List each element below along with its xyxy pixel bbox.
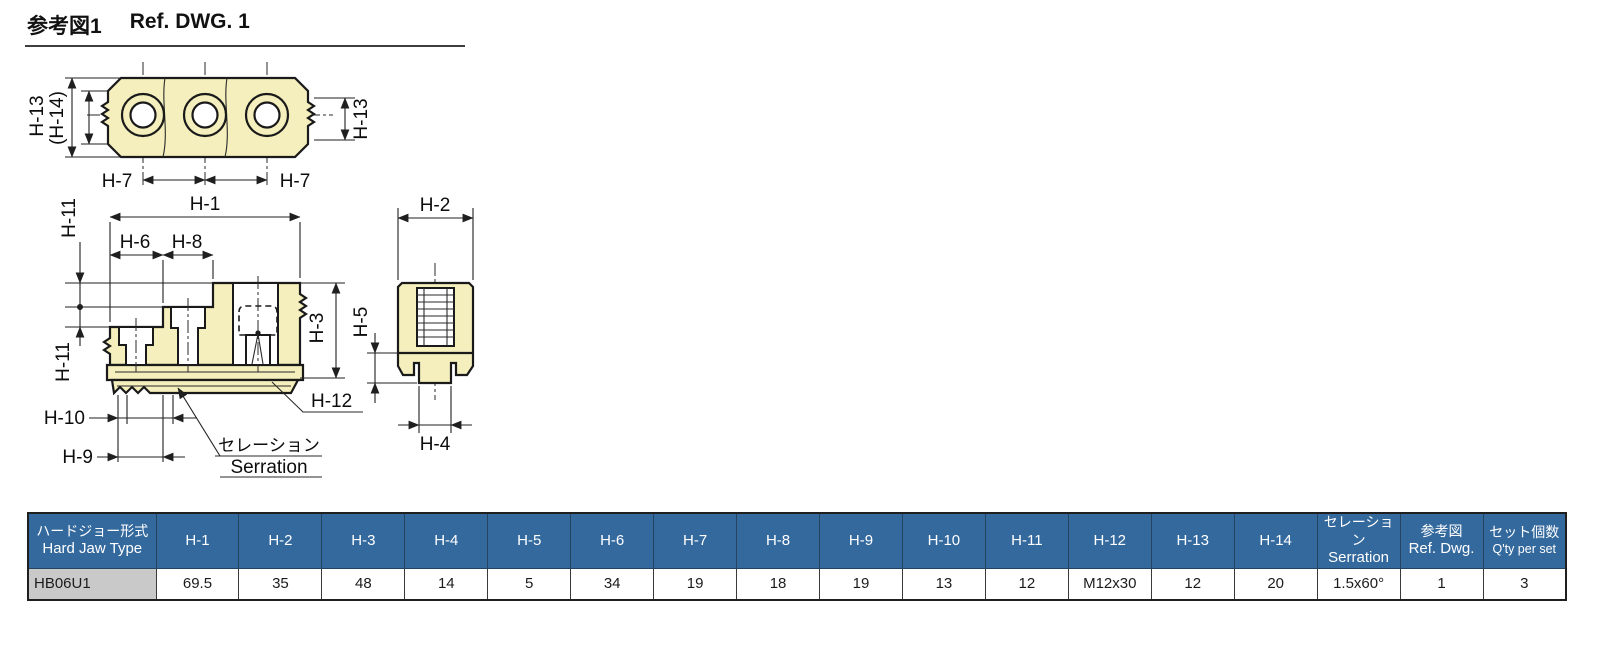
col-header-h10: H-10 bbox=[901, 512, 986, 569]
page-title-en: Ref. DWG. 1 bbox=[129, 10, 250, 33]
thread-hatch bbox=[416, 287, 455, 347]
cell-h8: 18 bbox=[736, 567, 820, 601]
dim-label-h2: H-2 bbox=[420, 195, 451, 216]
cell-h7: 19 bbox=[653, 567, 738, 601]
col-header-h3: H-3 bbox=[321, 512, 406, 569]
dim-label-h7-left: H-7 bbox=[102, 171, 133, 192]
dim-label-h7-right: H-7 bbox=[280, 171, 311, 192]
dim-label-h3: H-3 bbox=[307, 313, 328, 344]
col-header-h13: H-13 bbox=[1150, 512, 1235, 569]
dim-label-h14: (H-14) bbox=[47, 91, 68, 145]
col-header-h12: H-12 bbox=[1067, 512, 1152, 569]
top-view: H-13 (H-14) H-13 H-7 H-7 bbox=[27, 62, 372, 192]
title-underline bbox=[25, 45, 465, 47]
dim-label-h9: H-9 bbox=[62, 447, 93, 468]
cell-serration: 1.5x60° bbox=[1316, 567, 1401, 601]
cell-h1: 69.5 bbox=[155, 567, 240, 601]
cell-refdwg: 1 bbox=[1399, 567, 1484, 601]
col-header-h6: H-6 bbox=[570, 512, 655, 569]
col-header-h11: H-11 bbox=[984, 512, 1069, 569]
col-header-qty-en: Q'ty per set bbox=[1492, 541, 1557, 556]
cell-h14: 20 bbox=[1233, 567, 1318, 601]
cell-h13: 12 bbox=[1150, 567, 1235, 601]
dim-label-h13-left: H-13 bbox=[27, 95, 48, 136]
col-header-qty: セット個数 Q'ty per set bbox=[1482, 512, 1567, 569]
serration-label-en: Serration bbox=[230, 457, 307, 478]
cell-h2: 35 bbox=[238, 567, 323, 601]
serration-label-jp: セレーション bbox=[218, 436, 320, 455]
col-header-refdwg-en: Ref. Dwg. bbox=[1408, 540, 1475, 558]
col-header-type-jp: ハードジョー形式 bbox=[36, 522, 149, 539]
dim-label-h11-lower: H-11 bbox=[53, 342, 74, 382]
page-title-jp: 参考図1 bbox=[27, 15, 102, 38]
col-header-serration-jp: セレーション bbox=[1323, 514, 1394, 548]
spec-table: ハードジョー形式 Hard Jaw Type H-1 H-2 H-3 H-4 H… bbox=[27, 512, 1567, 601]
col-header-type: ハードジョー形式 Hard Jaw Type bbox=[27, 512, 157, 569]
col-header-h1: H-1 bbox=[155, 512, 240, 569]
table-row: HB06U1 69.5 35 48 14 5 34 19 18 19 13 12… bbox=[27, 567, 1567, 601]
dim-label-h11-upper: H-11 bbox=[59, 198, 80, 238]
col-header-h14: H-14 bbox=[1233, 512, 1318, 569]
col-header-h8: H-8 bbox=[736, 512, 820, 569]
dim-label-h10: H-10 bbox=[44, 408, 85, 429]
dim-label-h12: H-12 bbox=[311, 391, 352, 412]
col-header-qty-jp: セット個数 bbox=[1489, 524, 1560, 541]
dim-label-h5: H-5 bbox=[351, 307, 372, 338]
cell-h11: 12 bbox=[984, 567, 1069, 601]
cell-h9: 19 bbox=[819, 567, 903, 601]
col-header-h4: H-4 bbox=[404, 512, 489, 569]
cell-h6: 34 bbox=[570, 567, 655, 601]
dim-label-h1: H-1 bbox=[190, 194, 221, 215]
page-title: 参考図1 Ref. DWG. 1 bbox=[27, 10, 250, 40]
dim-label-h8: H-8 bbox=[172, 232, 203, 253]
header-row: ハードジョー形式 Hard Jaw Type H-1 H-2 H-3 H-4 H… bbox=[27, 512, 1567, 569]
dim-label-h13-right: H-13 bbox=[351, 98, 372, 139]
dim-label-h6: H-6 bbox=[120, 232, 151, 253]
col-header-h5: H-5 bbox=[487, 512, 572, 569]
dim-label-h4: H-4 bbox=[420, 434, 451, 455]
cell-h3: 48 bbox=[321, 567, 406, 601]
spec-table-wrapper: ハードジョー形式 Hard Jaw Type H-1 H-2 H-3 H-4 H… bbox=[27, 512, 1567, 601]
cell-type: HB06U1 bbox=[27, 567, 157, 601]
reference-drawing: H-13 (H-14) H-13 H-7 H-7 bbox=[27, 62, 475, 478]
col-header-h9: H-9 bbox=[819, 512, 903, 569]
col-header-h7: H-7 bbox=[653, 512, 738, 569]
col-header-type-en: Hard Jaw Type bbox=[42, 540, 143, 558]
cell-h12: M12x30 bbox=[1067, 567, 1152, 601]
col-header-refdwg-jp: 参考図 bbox=[1420, 522, 1463, 539]
cell-qty: 3 bbox=[1482, 567, 1567, 601]
cell-h4: 14 bbox=[404, 567, 489, 601]
col-header-serration-en: Serration bbox=[1328, 549, 1390, 566]
cell-h10: 13 bbox=[901, 567, 986, 601]
side-view: H-2 H-5 H-4 bbox=[351, 195, 475, 455]
front-view: H-1 H-6 H-8 H-11 H-11 H bbox=[44, 194, 363, 478]
col-header-serration: セレーション Serration bbox=[1316, 512, 1401, 569]
col-header-h2: H-2 bbox=[238, 512, 323, 569]
col-header-refdwg: 参考図 Ref. Dwg. bbox=[1399, 512, 1484, 569]
cell-h5: 5 bbox=[487, 567, 572, 601]
